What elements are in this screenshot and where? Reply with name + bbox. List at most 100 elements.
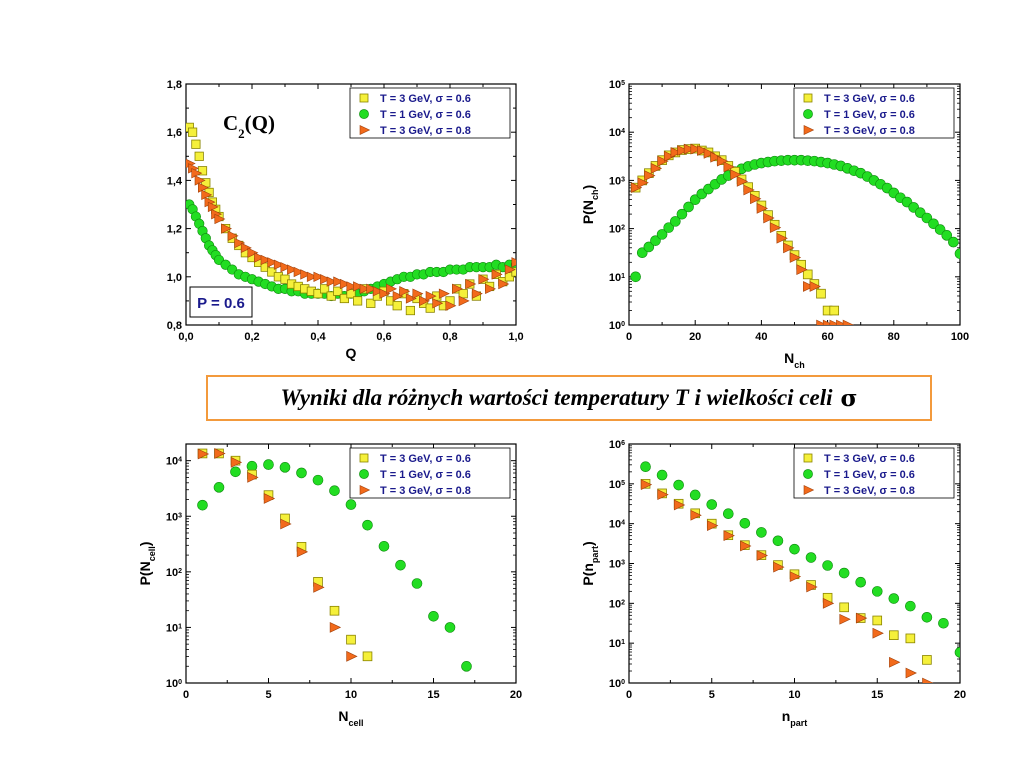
- data-point-triangle: [287, 264, 298, 275]
- data-point-circle: [362, 519, 373, 531]
- legend-box: [349, 87, 511, 139]
- data-point-triangle: [783, 242, 795, 254]
- legend-label: T = 3 GeV, σ = 0.6: [380, 453, 471, 465]
- data-point-triangle: [789, 571, 802, 583]
- data-point-square: [267, 267, 277, 277]
- data-point-triangle: [366, 283, 378, 295]
- data-point-triangle: [664, 150, 676, 162]
- data-point-triangle: [221, 223, 232, 234]
- data-point-circle: [739, 517, 751, 529]
- caption-sigma: σ: [840, 384, 858, 412]
- data-point-circle: [197, 499, 208, 511]
- data-point-triangle: [392, 290, 404, 302]
- y-tick-label: 100: [609, 320, 625, 332]
- x-tick-label: 40: [755, 331, 767, 343]
- data-point-triangle: [227, 230, 239, 242]
- legend-label: T = 1 GeV, σ = 0.6: [380, 109, 471, 121]
- data-point-square: [191, 139, 201, 149]
- data-point-triangle: [452, 283, 463, 295]
- x-tick-label: 5: [709, 689, 715, 701]
- x-tick-label: 20: [510, 689, 522, 701]
- data-point-triangle: [889, 656, 901, 668]
- data-point-triangle: [313, 271, 325, 282]
- data-point-square: [362, 651, 373, 662]
- data-point-triangle: [763, 212, 775, 224]
- data-point-triangle: [839, 613, 851, 625]
- data-point-square: [425, 303, 435, 313]
- data-point-triangle: [504, 264, 516, 275]
- data-point-triangle: [842, 319, 855, 325]
- data-point-square: [197, 166, 208, 176]
- data-point-circle: [888, 593, 900, 604]
- data-point-triangle: [670, 147, 682, 158]
- data-point-circle: [948, 236, 959, 248]
- data-point-square: [280, 274, 290, 284]
- y-tick-label: 101: [609, 638, 625, 650]
- y-axis-label: P(Ncell): [137, 542, 157, 586]
- x-tick-label: 0,2: [244, 331, 259, 343]
- y-tick-label: 1,8: [167, 79, 182, 91]
- y-tick-label: 0,8: [167, 320, 182, 332]
- data-point-circle: [938, 617, 949, 629]
- data-point-triangle: [247, 247, 259, 258]
- data-point-square: [385, 296, 396, 306]
- data-point-triangle: [677, 145, 689, 156]
- x-tick-label: 0: [183, 689, 189, 701]
- data-point-triangle: [723, 530, 735, 541]
- legend-marker-square: [803, 453, 813, 463]
- y-tick-label: 102: [609, 224, 625, 236]
- legend-marker-triangle: [803, 125, 815, 135]
- data-point-triangle: [756, 550, 768, 561]
- data-point-circle: [329, 485, 340, 496]
- data-point-circle: [772, 535, 784, 547]
- x-tick-label: 0,4: [310, 331, 326, 343]
- data-point-square: [829, 305, 840, 316]
- annotation-text: P = 0.6: [197, 295, 245, 312]
- y-tick-label: 104: [609, 127, 625, 139]
- y-tick-label: 1,0: [167, 272, 182, 284]
- caption-box: Wyniki dla różnych wartości temperatury …: [206, 375, 932, 421]
- data-point-triangle: [829, 319, 841, 325]
- y-tick-label: 105: [609, 79, 625, 91]
- data-point-triangle: [872, 627, 884, 639]
- data-point-square: [405, 305, 416, 316]
- legend-label: T = 3 GeV, σ = 0.8: [380, 485, 471, 497]
- data-point-circle: [656, 229, 668, 240]
- data-point-square: [313, 289, 323, 299]
- y-tick-label: 102: [166, 567, 182, 579]
- data-point-square: [839, 602, 849, 613]
- data-point-triangle: [498, 278, 510, 290]
- data-point-circle: [411, 578, 423, 589]
- data-point-square: [872, 615, 883, 626]
- data-point-square: [319, 284, 330, 294]
- legend-label: T = 1 GeV, σ = 0.6: [380, 469, 471, 481]
- data-point-circle: [855, 576, 867, 588]
- legend-marker-circle: [359, 469, 369, 479]
- data-point-triangle: [346, 650, 358, 662]
- x-tick-label: 5: [265, 689, 271, 701]
- data-point-circle: [954, 647, 960, 658]
- data-point-circle: [871, 586, 883, 597]
- y-tick-label: 101: [609, 272, 625, 284]
- data-point-square: [333, 286, 343, 296]
- data-point-triangle: [326, 276, 338, 287]
- data-point-triangle: [485, 283, 496, 295]
- x-axis-label: Nch: [784, 350, 805, 370]
- data-point-triangle: [657, 489, 669, 500]
- data-point-circle: [461, 661, 472, 672]
- data-point-triangle: [372, 286, 384, 297]
- legend-label: T = 3 GeV, σ = 0.8: [380, 125, 471, 137]
- data-point-triangle: [816, 319, 828, 325]
- data-point-square: [326, 291, 336, 301]
- data-point-triangle: [740, 540, 752, 552]
- data-point-triangle: [855, 612, 868, 624]
- data-point-triangle: [293, 266, 305, 278]
- data-point-circle: [395, 559, 406, 571]
- data-point-circle: [378, 540, 390, 552]
- legend-marker-square: [359, 453, 369, 463]
- data-point-triangle: [333, 276, 345, 287]
- data-point-triangle: [806, 581, 818, 593]
- data-point-circle: [706, 499, 718, 510]
- legend-label: T = 3 GeV, σ = 0.6: [380, 93, 471, 105]
